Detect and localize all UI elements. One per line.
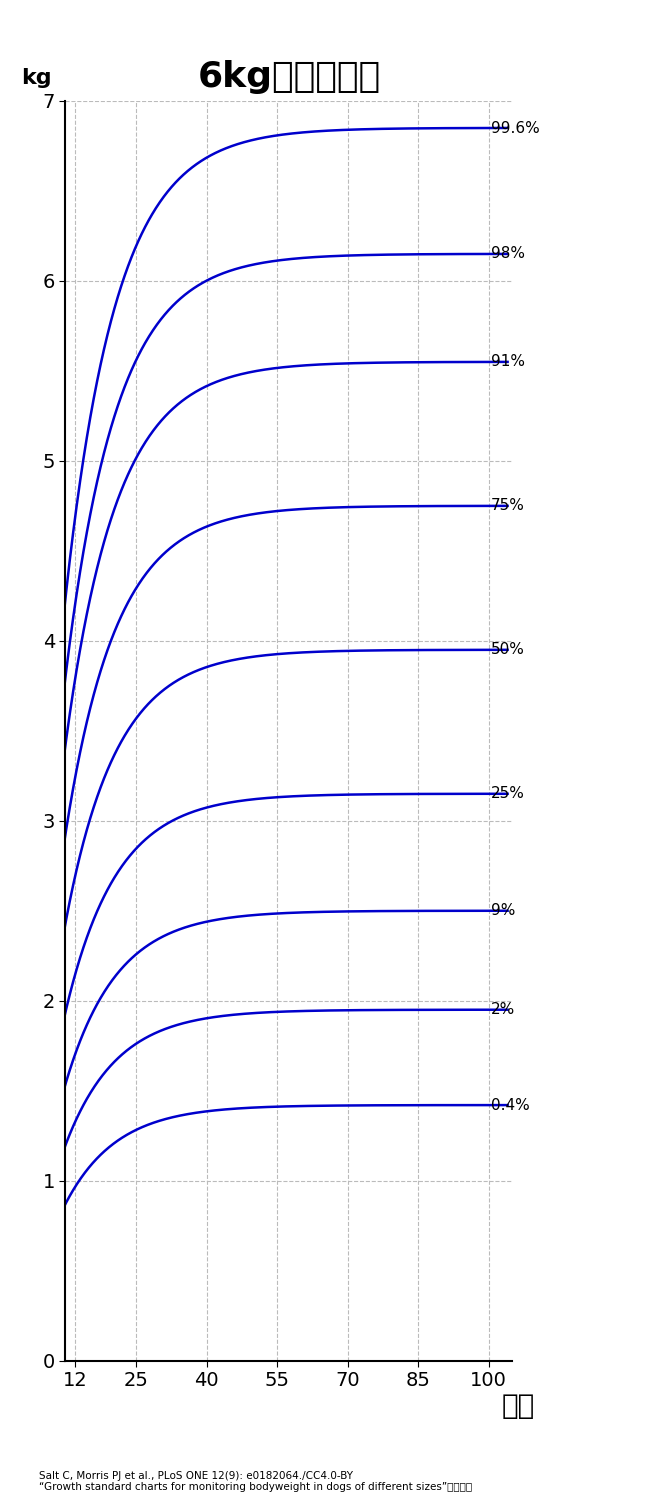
Text: 2%: 2% (491, 1002, 515, 1017)
Text: 91%: 91% (491, 354, 525, 369)
Text: 99.6%: 99.6% (491, 120, 540, 135)
Title: 6kg未満・オス: 6kg未満・オス (198, 60, 380, 94)
Text: 50%: 50% (491, 642, 525, 657)
Text: 0.4%: 0.4% (491, 1098, 530, 1113)
Text: 98%: 98% (491, 246, 525, 261)
Text: 9%: 9% (491, 903, 515, 918)
Text: 75%: 75% (491, 498, 525, 513)
Text: 週齢: 週齢 (501, 1392, 535, 1420)
Text: 25%: 25% (491, 786, 525, 801)
Text: kg: kg (21, 69, 51, 88)
Text: Salt C, Morris PJ et al., PLoS ONE 12(9): e0182064./CC4.0-BY
“Growth standard ch: Salt C, Morris PJ et al., PLoS ONE 12(9)… (39, 1472, 472, 1492)
